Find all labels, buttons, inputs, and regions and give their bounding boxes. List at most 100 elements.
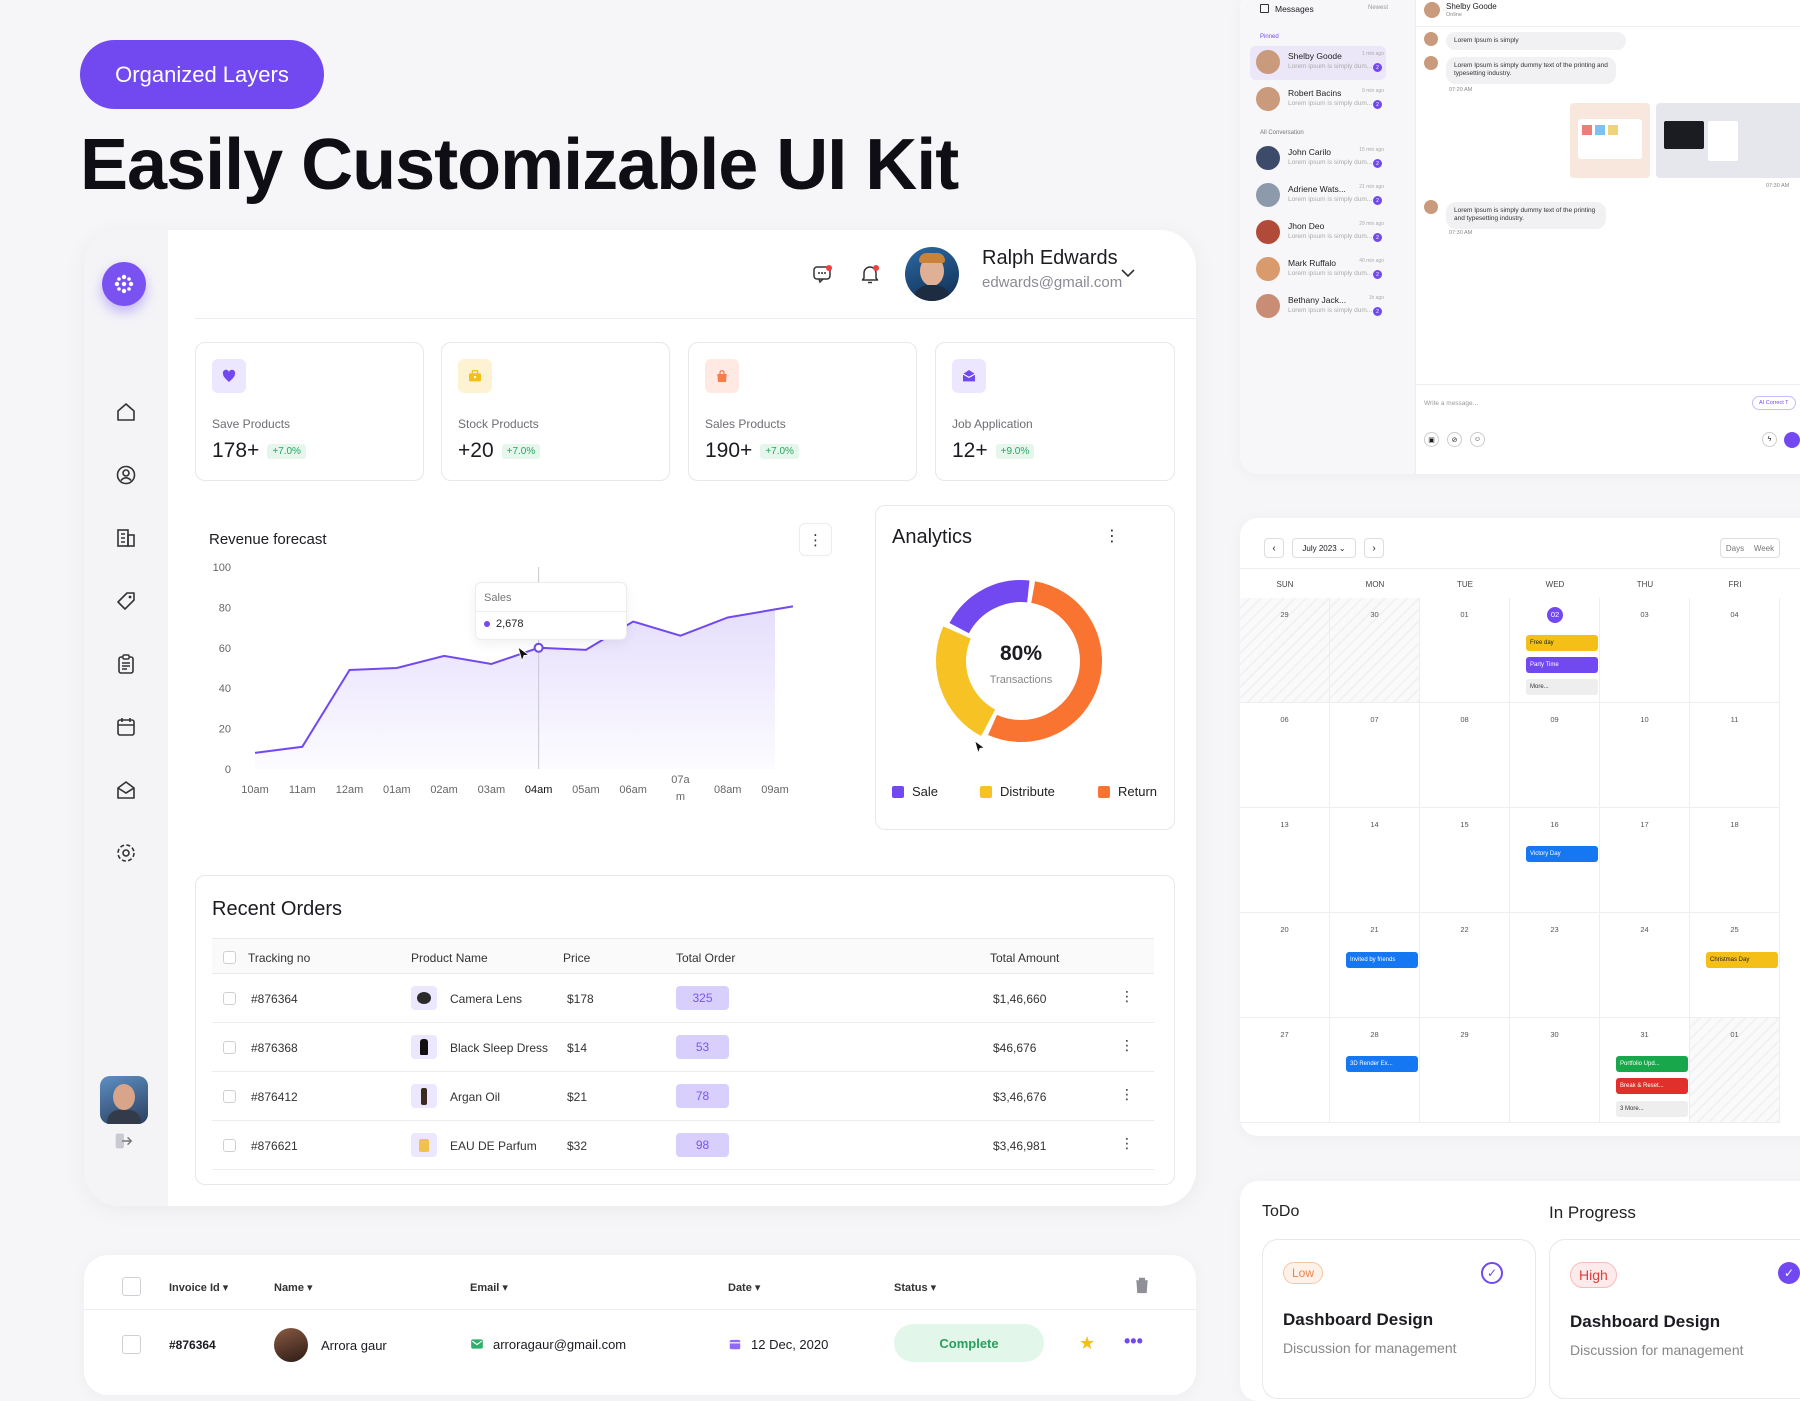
clipboard-icon[interactable] <box>114 652 138 676</box>
more-horizontal-icon[interactable]: ••• <box>1124 1331 1143 1352</box>
calendar-day[interactable]: 10 <box>1600 703 1690 808</box>
row-menu-icon[interactable]: ⋮ <box>1120 1135 1134 1152</box>
more-vertical-icon[interactable]: ⋮ <box>1104 526 1120 546</box>
home-icon[interactable] <box>114 400 138 424</box>
row-checkbox[interactable] <box>122 1335 141 1354</box>
star-icon[interactable]: ★ <box>1079 1333 1095 1354</box>
image-icon[interactable]: ▣ <box>1424 432 1439 447</box>
conversation-item[interactable]: Adriene Wats...Lorem ipsum is simply dum… <box>1250 179 1386 213</box>
task-card[interactable]: Low ✓ Dashboard Design Discussion for ma… <box>1262 1239 1536 1399</box>
check-icon[interactable]: ✓ <box>1481 1262 1503 1284</box>
message-input[interactable]: Write a message... <box>1424 400 1478 407</box>
user-icon[interactable] <box>114 463 138 487</box>
calendar-event[interactable]: Portfolio Upd... <box>1616 1056 1688 1072</box>
tag-icon[interactable] <box>114 589 138 613</box>
stat-card-stock[interactable]: Stock Products +20+7.0% <box>441 342 670 481</box>
calendar-day[interactable]: 13 <box>1240 808 1330 913</box>
calendar-day[interactable]: 11 <box>1690 703 1780 808</box>
select-all-checkbox[interactable] <box>122 1277 141 1296</box>
calendar-event[interactable]: Invited by friends <box>1346 952 1418 968</box>
select-all-checkbox[interactable] <box>223 951 236 964</box>
table-row[interactable]: #876621 EAU DE Parfum $32 98 $3,46,981 ⋮ <box>212 1121 1154 1170</box>
data-point[interactable] <box>535 644 543 652</box>
row-checkbox[interactable] <box>223 992 236 1005</box>
image-attachment[interactable] <box>1656 103 1800 178</box>
calendar-day[interactable]: 27 <box>1240 1018 1330 1123</box>
row-menu-icon[interactable]: ⋮ <box>1120 1086 1134 1103</box>
calendar-event[interactable]: Christmas Day <box>1706 952 1778 968</box>
check-icon[interactable]: ✓ <box>1778 1262 1800 1284</box>
row-menu-icon[interactable]: ⋮ <box>1120 1037 1134 1054</box>
row-checkbox[interactable] <box>223 1090 236 1103</box>
calendar-day[interactable]: 15 <box>1420 808 1510 913</box>
calendar-day[interactable]: 23 <box>1510 913 1600 1018</box>
row-checkbox[interactable] <box>223 1139 236 1152</box>
calendar-day[interactable]: 22 <box>1420 913 1510 1018</box>
next-month-button[interactable]: › <box>1364 538 1384 558</box>
table-row[interactable]: #876368 Black Sleep Dress $14 53 $46,676… <box>212 1023 1154 1072</box>
stat-card-jobs[interactable]: Job Application 12++9.0% <box>935 342 1175 481</box>
more-events[interactable]: 3 More... <box>1616 1101 1688 1117</box>
bolt-icon[interactable]: ϟ <box>1762 432 1777 447</box>
column-name[interactable]: Name ▾ <box>274 1281 313 1294</box>
column-date[interactable]: Date ▾ <box>728 1281 760 1294</box>
image-attachment[interactable] <box>1570 103 1650 178</box>
calendar-day[interactable]: 18 <box>1690 808 1780 913</box>
calendar-day[interactable]: 30 <box>1510 1018 1600 1123</box>
calendar-day[interactable]: 07 <box>1330 703 1420 808</box>
table-row[interactable]: #876412 Argan Oil $21 78 $3,46,676 ⋮ <box>212 1072 1154 1121</box>
settings-icon[interactable] <box>114 841 138 865</box>
app-logo[interactable] <box>102 262 146 306</box>
row-checkbox[interactable] <box>223 1041 236 1054</box>
calendar-day[interactable]: 29 <box>1240 598 1330 703</box>
user-avatar[interactable] <box>905 247 959 301</box>
legend-return[interactable]: Return <box>1098 784 1157 799</box>
chat-icon[interactable] <box>810 262 834 286</box>
calendar-event[interactable]: 3D Render Ex... <box>1346 1056 1418 1072</box>
organized-layers-pill[interactable]: Organized Layers <box>80 40 324 109</box>
calendar-day[interactable]: 04 <box>1690 598 1780 703</box>
calendar-event[interactable]: Victory Day <box>1526 846 1598 862</box>
mail-open-icon[interactable] <box>114 778 138 802</box>
conversation-item[interactable]: Bethany Jack...Lorem ipsum is simply dum… <box>1250 290 1386 324</box>
calendar-day[interactable]: 29 <box>1420 1018 1510 1123</box>
calendar-icon[interactable] <box>114 715 138 739</box>
row-menu-icon[interactable]: ⋮ <box>1120 988 1134 1005</box>
send-button[interactable] <box>1784 432 1800 448</box>
calendar-day[interactable]: 30 <box>1330 598 1420 703</box>
ai-correct-button[interactable]: AI Correct T <box>1752 396 1796 410</box>
more-events[interactable]: More... <box>1526 679 1598 695</box>
bell-icon[interactable] <box>858 262 882 286</box>
legend-distribute[interactable]: Distribute <box>980 784 1055 799</box>
stat-card-save[interactable]: Save Products 178++7.0% <box>195 342 424 481</box>
table-row[interactable]: #876364 Camera Lens $178 325 $1,46,660 ⋮ <box>212 974 1154 1023</box>
logout-icon[interactable] <box>112 1130 134 1152</box>
column-invoice-id[interactable]: Invoice Id ▾ <box>169 1281 228 1294</box>
chevron-down-icon[interactable] <box>1119 264 1137 282</box>
calendar-day[interactable]: 24 <box>1600 913 1690 1018</box>
calendar-day[interactable]: 03 <box>1600 598 1690 703</box>
calendar-event[interactable]: Party Time <box>1526 657 1598 673</box>
calendar-day[interactable]: 01 <box>1690 1018 1780 1123</box>
calendar-day[interactable]: 14 <box>1330 808 1420 913</box>
link-icon[interactable]: ⊘ <box>1447 432 1462 447</box>
month-select[interactable]: July 2023 ⌄ <box>1292 538 1356 558</box>
calendar-event[interactable]: Break & Reset... <box>1616 1078 1688 1094</box>
calendar-day[interactable]: 17 <box>1600 808 1690 913</box>
task-card[interactable]: High ✓ Dashboard Design Discussion for m… <box>1549 1239 1800 1399</box>
sidebar-avatar[interactable] <box>100 1076 148 1124</box>
trash-icon[interactable] <box>1132 1275 1152 1295</box>
view-days[interactable]: Days <box>1726 544 1744 553</box>
sort-select[interactable]: Newest <box>1368 5 1388 11</box>
calendar-day[interactable]: 20 <box>1240 913 1330 1018</box>
emoji-icon[interactable]: ☺ <box>1470 432 1485 447</box>
calendar-day[interactable]: 06 <box>1240 703 1330 808</box>
calendar-day[interactable]: 09 <box>1510 703 1600 808</box>
calendar-day[interactable]: 08 <box>1420 703 1510 808</box>
